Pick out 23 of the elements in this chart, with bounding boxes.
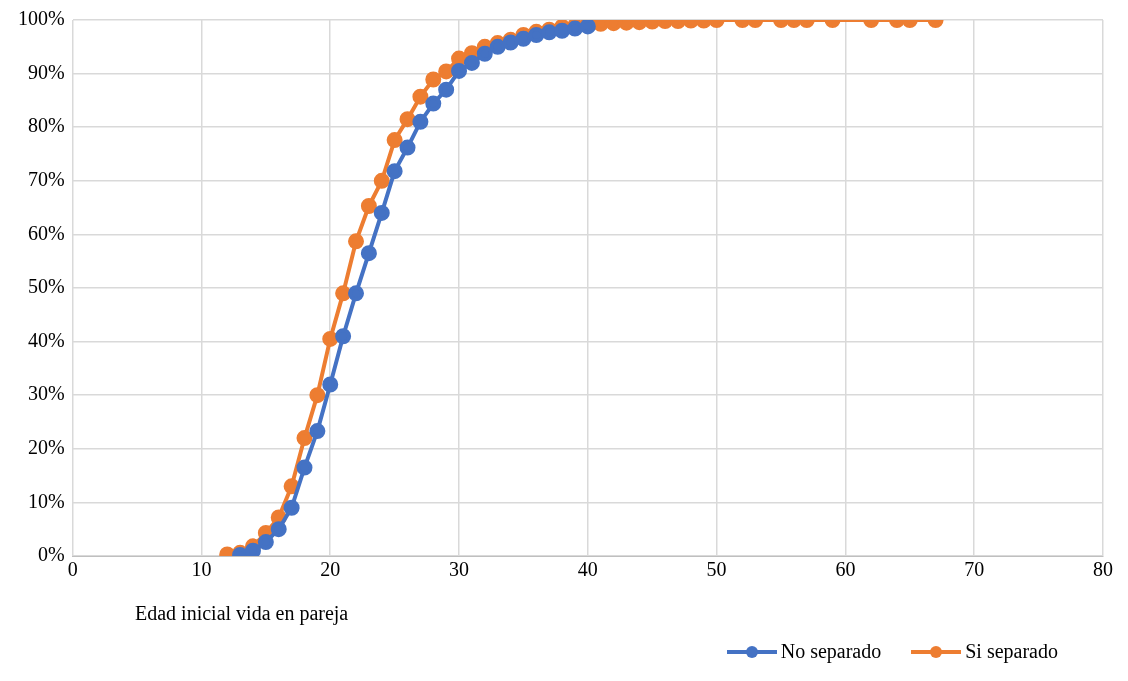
y-tick-label: 30%: [27, 382, 65, 405]
x-tick-label: 50: [706, 558, 727, 581]
y-tick-label: 50%: [27, 275, 65, 298]
y-tick-label: 100%: [17, 7, 65, 30]
x-tick-label: 20: [320, 558, 341, 581]
y-tick-label: 60%: [27, 221, 65, 244]
x-tick-label: 30: [449, 558, 470, 581]
x-axis-title: Edad inicial vida en pareja: [135, 602, 349, 625]
legend-label: Si separado: [965, 640, 1058, 663]
y-tick-label: 40%: [27, 328, 65, 351]
y-tick-label: 20%: [27, 436, 65, 459]
x-tick-label: 70: [964, 558, 985, 581]
x-tick-label: 0: [67, 558, 78, 581]
x-tick-label: 60: [835, 558, 856, 581]
y-tick-label: 80%: [27, 114, 65, 137]
x-tick-label: 10: [191, 558, 212, 581]
y-tick-label: 10%: [27, 489, 65, 512]
legend-label: No separado: [780, 640, 882, 663]
y-tick-label: 90%: [27, 60, 65, 83]
x-tick-label: 80: [1093, 558, 1113, 581]
y-tick-label: 70%: [27, 168, 65, 191]
x-tick-label: 40: [577, 558, 598, 581]
y-tick-label: 0%: [37, 543, 65, 566]
